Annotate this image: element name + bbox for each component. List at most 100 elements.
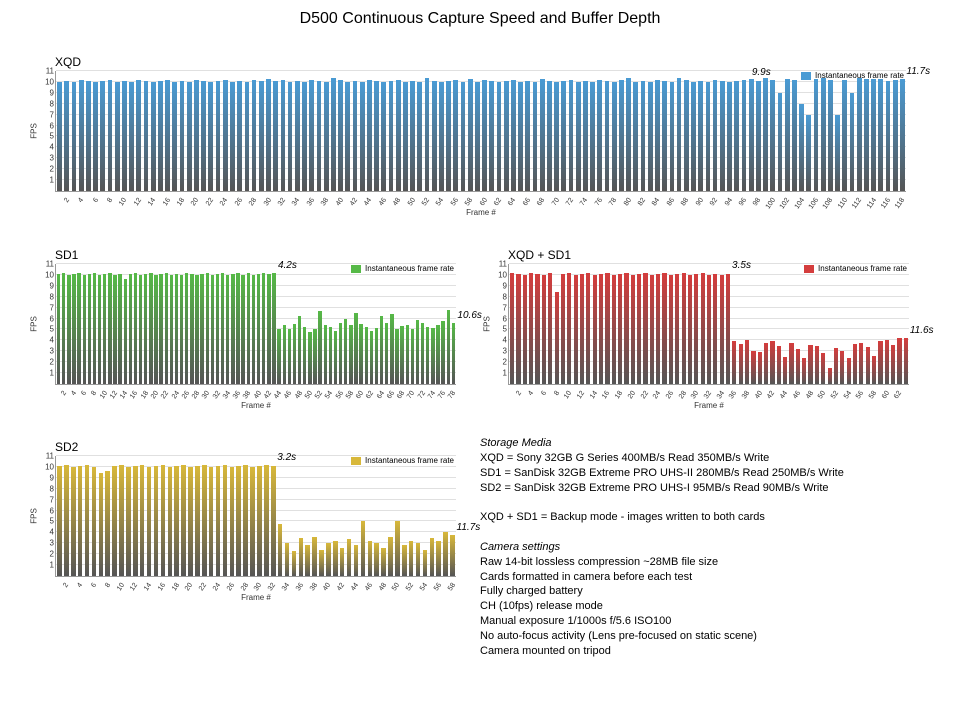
x-tick: 16 bbox=[157, 582, 167, 592]
bar bbox=[821, 78, 826, 191]
bar bbox=[450, 535, 455, 576]
bar bbox=[670, 82, 675, 191]
bar bbox=[313, 329, 316, 384]
x-tick: 10 bbox=[99, 390, 109, 400]
bar bbox=[365, 327, 368, 384]
bar bbox=[739, 344, 743, 384]
bar bbox=[535, 274, 539, 384]
bar bbox=[136, 80, 141, 191]
bar bbox=[124, 279, 127, 384]
bar bbox=[144, 81, 149, 191]
bar bbox=[334, 331, 337, 384]
x-tick: 56 bbox=[334, 390, 344, 400]
bar bbox=[510, 273, 514, 384]
bar bbox=[669, 275, 673, 384]
bar bbox=[650, 275, 654, 384]
plot-area: 1234567891011FPSFrame #24681012141618202… bbox=[55, 71, 906, 192]
bar bbox=[108, 273, 111, 384]
x-tick: 78 bbox=[608, 197, 618, 207]
bar bbox=[619, 80, 624, 191]
bar bbox=[452, 323, 455, 384]
x-tick: 22 bbox=[160, 390, 170, 400]
x-tick: 30 bbox=[262, 197, 272, 207]
bar bbox=[181, 465, 186, 576]
x-tick: 52 bbox=[421, 197, 431, 207]
x-tick: 6 bbox=[540, 390, 548, 397]
bar bbox=[878, 341, 882, 384]
annotation: 3.5s bbox=[732, 260, 751, 271]
bar bbox=[312, 537, 317, 576]
bar bbox=[648, 82, 653, 191]
bar bbox=[785, 79, 790, 191]
bar bbox=[835, 115, 840, 191]
bar bbox=[151, 82, 156, 191]
chart-title: SD2 bbox=[55, 440, 456, 454]
y-tick: 5 bbox=[40, 325, 54, 334]
bar bbox=[381, 82, 386, 191]
x-tick: 28 bbox=[191, 390, 201, 400]
bar bbox=[447, 310, 450, 384]
bar bbox=[92, 467, 97, 576]
x-tick: 78 bbox=[447, 390, 457, 400]
x-tick: 10 bbox=[563, 390, 573, 400]
x-tick: 2 bbox=[515, 390, 523, 397]
legend-swatch bbox=[351, 457, 361, 465]
x-tick: 26 bbox=[234, 197, 244, 207]
bar bbox=[425, 78, 430, 191]
bar bbox=[185, 273, 188, 384]
bar bbox=[770, 341, 774, 384]
bar bbox=[216, 274, 219, 384]
x-tick: 92 bbox=[709, 197, 719, 207]
bar bbox=[713, 274, 717, 384]
bar bbox=[293, 324, 296, 384]
bar bbox=[388, 537, 393, 576]
x-tick: 42 bbox=[263, 390, 273, 400]
bar bbox=[878, 79, 883, 191]
x-tick: 28 bbox=[240, 582, 250, 592]
annotation: 9.9s bbox=[752, 67, 771, 78]
bar bbox=[749, 79, 754, 191]
bar bbox=[840, 351, 844, 384]
bar bbox=[319, 550, 324, 576]
bar bbox=[190, 274, 193, 384]
bar bbox=[482, 80, 487, 191]
annotation: 11.7s bbox=[457, 522, 481, 533]
bar bbox=[461, 82, 466, 191]
bar bbox=[333, 541, 338, 576]
y-axis-label: FPS bbox=[29, 316, 38, 332]
bar bbox=[115, 82, 120, 191]
bar bbox=[777, 346, 781, 384]
x-tick: 70 bbox=[406, 390, 416, 400]
x-tick: 38 bbox=[741, 390, 751, 400]
legend: Instantaneous frame rate bbox=[351, 456, 454, 465]
x-axis-label: Frame # bbox=[509, 401, 909, 410]
x-tick: 66 bbox=[522, 197, 532, 207]
bar bbox=[385, 323, 388, 384]
legend: Instantaneous frame rate bbox=[351, 264, 454, 273]
bar bbox=[347, 539, 352, 576]
x-tick: 48 bbox=[804, 390, 814, 400]
bar bbox=[79, 80, 84, 191]
y-tick: 7 bbox=[40, 495, 54, 504]
y-tick: 5 bbox=[40, 517, 54, 526]
annotation: 10.6s bbox=[457, 310, 481, 321]
bar bbox=[586, 273, 590, 384]
x-tick: 2 bbox=[62, 582, 70, 589]
bar bbox=[126, 467, 131, 576]
x-tick: 32 bbox=[277, 197, 287, 207]
x-tick: 34 bbox=[222, 390, 232, 400]
bar bbox=[299, 538, 304, 576]
bar bbox=[886, 81, 891, 191]
bar bbox=[78, 466, 83, 576]
legend: Instantaneous frame rate bbox=[804, 264, 907, 273]
bar bbox=[93, 273, 96, 384]
bar bbox=[626, 78, 631, 191]
x-tick: 6 bbox=[92, 197, 100, 204]
bar bbox=[161, 465, 166, 576]
bar bbox=[605, 273, 609, 384]
plot-area: 1234567891011FPSFrame #24681012141618202… bbox=[508, 264, 909, 385]
bar bbox=[134, 273, 137, 384]
bar bbox=[100, 81, 105, 191]
bar bbox=[380, 316, 383, 384]
bar bbox=[245, 82, 250, 191]
